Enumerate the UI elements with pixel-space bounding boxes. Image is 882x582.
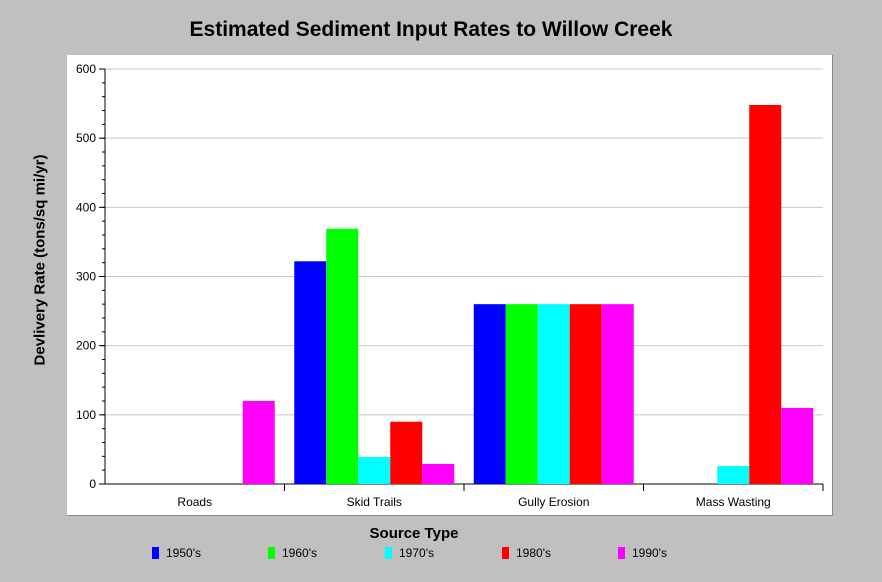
bar-3-3: [749, 104, 782, 484]
bar-2-1: [505, 304, 538, 484]
legend-item: 1950's: [152, 546, 201, 560]
y-tick-label: 300: [76, 270, 96, 284]
legend-item: 1990's: [618, 546, 667, 560]
y-tick-label: 400: [76, 200, 96, 214]
y-tick-label: 500: [76, 131, 96, 145]
legend-label: 1970's: [399, 546, 434, 560]
bar-1-1: [326, 228, 359, 484]
y-tick-label: 100: [76, 408, 96, 422]
legend-item: 1980's: [502, 546, 551, 560]
y-tick-label: 600: [76, 62, 96, 76]
bar-3-2: [717, 466, 750, 484]
legend-item: 1970's: [385, 546, 434, 560]
bar-3-4: [781, 407, 814, 484]
y-tick-label: 0: [89, 477, 96, 491]
legend-label: 1990's: [632, 546, 667, 560]
x-tick-label: Skid Trails: [347, 495, 402, 509]
bar-2-3: [569, 304, 602, 484]
x-tick-label: Mass Wasting: [696, 495, 771, 509]
bar-1-0: [294, 261, 327, 484]
bar-0-4: [242, 401, 275, 484]
legend-swatch: [618, 547, 625, 559]
legend-label: 1960's: [282, 546, 317, 560]
legend-swatch: [385, 547, 392, 559]
bar-2-0: [473, 304, 506, 484]
legend-swatch: [268, 547, 275, 559]
legend-label: 1950's: [166, 546, 201, 560]
bar-1-2: [358, 457, 391, 484]
legend-item: 1960's: [268, 546, 317, 560]
legend-label: 1980's: [516, 546, 551, 560]
x-tick-label: Roads: [177, 495, 212, 509]
bar-1-3: [390, 421, 423, 484]
x-axis-label: Source Type: [369, 525, 459, 542]
plot-panel: [67, 55, 833, 516]
bar-2-4: [601, 304, 634, 484]
x-tick-label: Gully Erosion: [518, 495, 589, 509]
legend-swatch: [502, 547, 509, 559]
bar-2-2: [537, 304, 570, 484]
legend-swatch: [152, 547, 159, 559]
y-axis-label: Devlivery Rate (tons/sq mi/yr): [31, 154, 49, 366]
chart-title: Estimated Sediment Input Rates to Willow…: [189, 18, 673, 41]
y-tick-label: 200: [76, 339, 96, 353]
bar-1-4: [422, 463, 455, 484]
